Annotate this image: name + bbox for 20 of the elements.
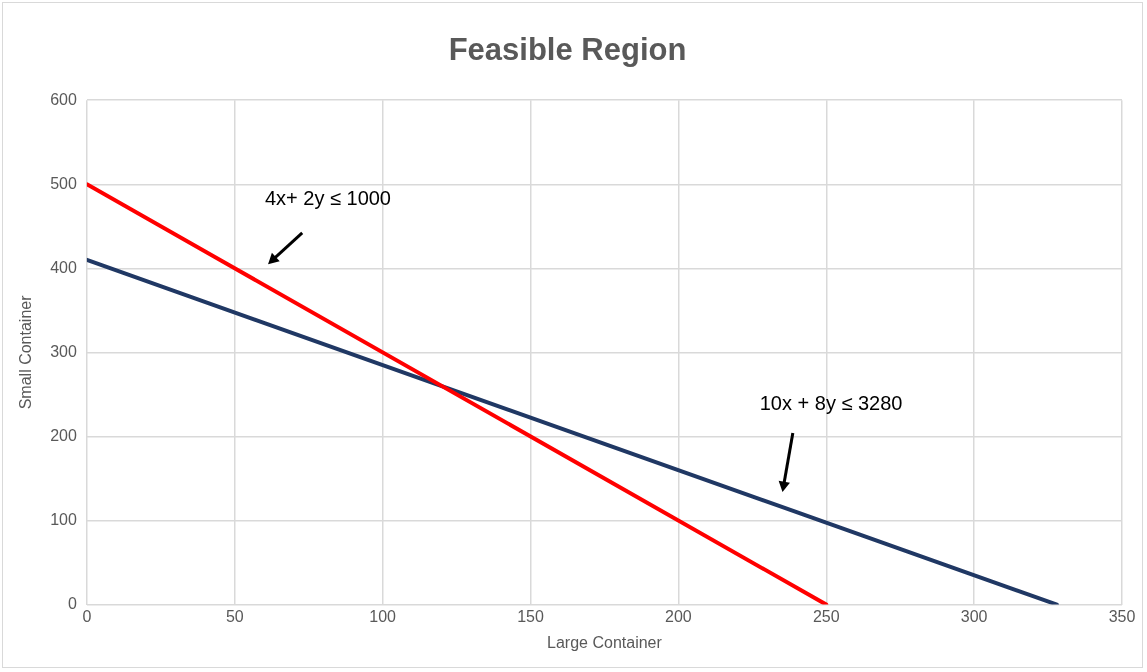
y-tick-label: 200 — [50, 426, 77, 444]
y-tick-label: 600 — [50, 90, 77, 108]
annotation: 4x+ 2y ≤ 1000 — [264, 186, 392, 209]
y-tick-label: 100 — [50, 510, 77, 528]
y-tick-label: 400 — [50, 258, 77, 276]
y-axis-title: Small Container — [17, 294, 35, 410]
x-tick-label: 250 — [812, 607, 840, 625]
x-tick-label: 0 — [82, 607, 92, 625]
x-tick-label: 150 — [517, 607, 544, 625]
y-tick-label: 0 — [67, 595, 77, 613]
y-tick-label: 500 — [50, 174, 77, 192]
x-tick-label: 350 — [1108, 607, 1136, 625]
x-tick-label: 200 — [665, 607, 692, 625]
x-tick-label: 50 — [225, 607, 244, 625]
x-tick-label: 300 — [960, 607, 988, 625]
y-tick-label: 300 — [50, 342, 77, 360]
x-tick-label: 100 — [369, 607, 397, 625]
annotation: 10x + 8y ≤ 3280 — [759, 391, 903, 414]
chart-title: Feasible Region — [448, 32, 687, 68]
x-axis-title: Large Container — [547, 633, 663, 651]
